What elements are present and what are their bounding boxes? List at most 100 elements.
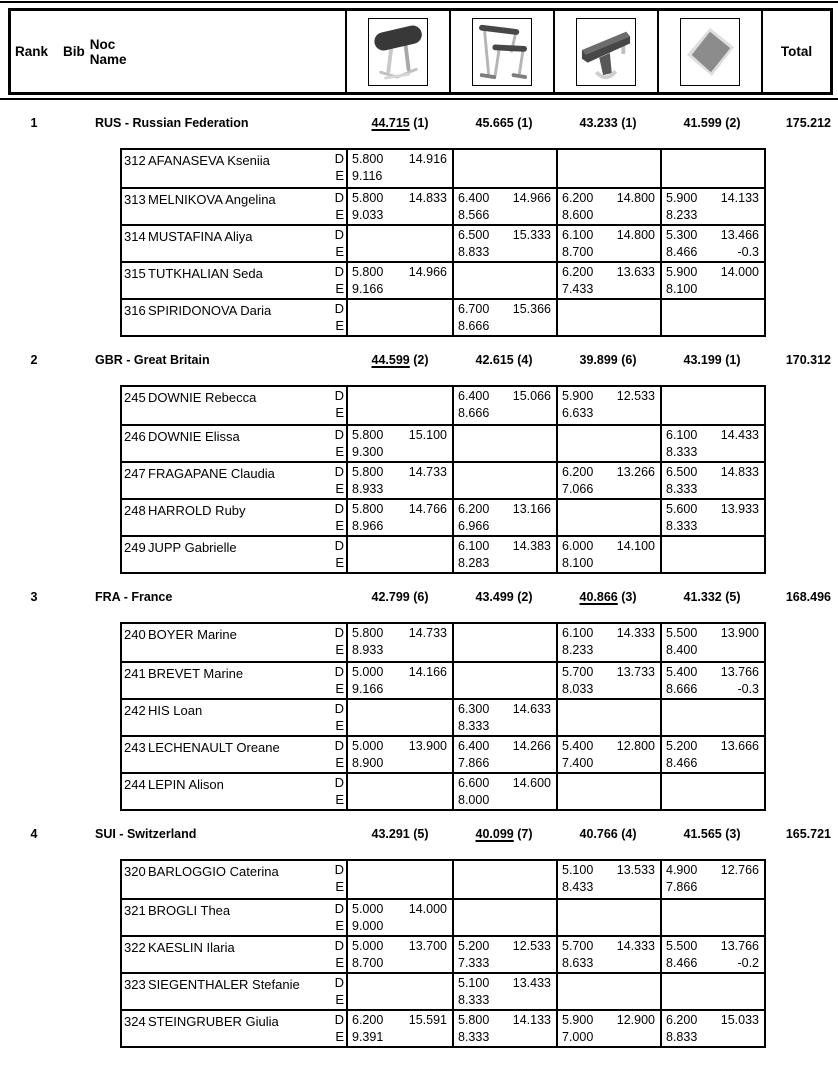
de-label-cell: D E [325, 426, 348, 461]
gymnast-name-cell: 324 STEINGRUBER Giulia [122, 1011, 325, 1046]
de-label-cell: D E [325, 189, 348, 224]
d-value: 5.000 [352, 739, 384, 753]
final-score: 15.591 [408, 1013, 447, 1027]
final-score: 15.333 [512, 228, 551, 242]
d-score-label: D [334, 501, 344, 516]
apparatus-team-rank: (3) [621, 590, 637, 604]
gymnast-name: FRAGAPANE Claudia [148, 466, 275, 481]
gymnast-name-cell: 314 MUSTAFINA Aliya [122, 226, 325, 261]
final-score: 14.966 [408, 265, 447, 279]
team-rank: 3 [30, 590, 38, 604]
floor-exercise-cell: 5.900 14.133 8.233 [660, 189, 764, 224]
vault-cell: 5.000 14.166 9.166 [348, 663, 452, 698]
e-value: 8.466 [666, 955, 698, 970]
d-value: 5.900 [666, 191, 698, 205]
balance-beam-cell: 5.100 13.533 8.433 [556, 861, 660, 898]
de-label-cell: D E [325, 937, 348, 972]
de-label-cell: D E [325, 1011, 348, 1046]
d-score-label: D [334, 775, 344, 790]
final-score: 13.733 [616, 665, 655, 679]
gymnast-bib: 312 [124, 153, 146, 168]
de-label-cell: D E [325, 624, 348, 661]
apparatus-team-score: 41.565 [683, 827, 722, 841]
bib-column-label: Bib [63, 44, 85, 59]
gymnast-name: MELNIKOVA Angelina [148, 192, 276, 207]
vault-cell: 6.200 15.591 9.391 [348, 1011, 452, 1046]
final-score: 13.900 [408, 739, 447, 753]
balance-beam-cell [556, 150, 660, 187]
gymnast-name: JUPP Gabrielle [148, 540, 237, 555]
gymnast-name-cell: 313 MELNIKOVA Angelina [122, 189, 325, 224]
gymnast-table: 240 BOYER Marine D E 5.800 14.733 8.933 6.… [120, 622, 766, 811]
d-score-label: D [334, 464, 344, 479]
balance-beam-cell [556, 300, 660, 335]
final-score: 12.766 [720, 863, 759, 877]
e-value: 8.566 [458, 207, 490, 222]
e-value: 6.633 [562, 405, 594, 420]
gymnast-table: 245 DOWNIE Rebecca D E 6.400 15.066 8.666 … [120, 385, 766, 574]
e-score-label: E [335, 791, 344, 807]
uneven-bars-cell: 6.100 14.383 8.283 [452, 537, 556, 572]
e-value: 7.400 [562, 755, 594, 770]
team-balance-beam-score: 43.233 (1) [556, 116, 660, 130]
team-uneven-bars-score: 45.665 (1) [452, 116, 556, 130]
balance-beam-column-header [553, 11, 657, 92]
team-total: 175.212 [785, 116, 831, 130]
d-value: 5.800 [352, 191, 384, 205]
d-score-label: D [334, 151, 344, 166]
d-value: 5.000 [352, 665, 384, 679]
team-balance-beam-score: 40.866 (3) [556, 590, 660, 604]
gymnast-name: BREVET Marine [148, 666, 244, 681]
d-value: 6.100 [458, 539, 490, 553]
balance-beam-cell [556, 700, 660, 735]
apparatus-team-score: 43.233 [579, 116, 618, 130]
table-header: Rank Bib Noc Name [8, 8, 833, 95]
vault-cell: 5.000 13.900 8.900 [348, 737, 452, 772]
e-value: 8.333 [458, 718, 490, 733]
gymnast-name-cell: 249 JUPP Gabrielle [122, 537, 325, 572]
team-balance-beam-score: 39.899 (6) [556, 353, 660, 367]
balance-beam-cell [556, 500, 660, 535]
d-value: 5.400 [666, 665, 698, 679]
final-score: 14.133 [512, 1013, 551, 1027]
gymnast-bib: 244 [124, 777, 146, 792]
e-value: 8.466 [666, 755, 698, 770]
team-name: GBR - Great Britain [95, 353, 210, 367]
gymnast-name-cell: 321 BROGLI Thea [122, 900, 325, 935]
team-floor-score: 41.565 (3) [660, 827, 764, 841]
floor-exercise-cell: 6.100 14.433 8.333 [660, 426, 764, 461]
uneven-bars-cell: 5.800 14.133 8.333 [452, 1011, 556, 1046]
vault-cell [348, 387, 452, 424]
gymnast-row: 315 TUTKHALIAN Seda D E 5.800 14.966 9.166… [122, 261, 764, 298]
gymnast-name: BARLOGGIO Caterina [148, 864, 279, 879]
uneven-bars-cell: 5.200 12.533 7.333 [452, 937, 556, 972]
team-uneven-bars-score: 43.499 (2) [452, 590, 556, 604]
gymnast-name: STEINGRUBER Giulia [148, 1014, 279, 1029]
final-score: 12.800 [616, 739, 655, 753]
final-score: 14.333 [616, 626, 655, 640]
uneven-bars-cell [452, 663, 556, 698]
final-score: 13.466 [720, 228, 759, 242]
de-label-cell: D E [325, 737, 348, 772]
apparatus-team-score: 42.615 [475, 353, 514, 367]
gymnast-name-cell: 246 DOWNIE Elissa [122, 426, 325, 461]
floor-exercise-cell: 5.500 13.766 8.466 -0.2 [660, 937, 764, 972]
gymnast-row: 247 FRAGAPANE Claudia D E 5.800 14.733 8.9… [122, 461, 764, 498]
e-value: 9.300 [352, 444, 384, 459]
apparatus-team-score: 40.766 [579, 827, 618, 841]
balance-beam-cell: 6.200 13.633 7.433 [556, 263, 660, 298]
gymnast-name-cell: 248 HARROLD Ruby [122, 500, 325, 535]
gymnast-name: HARROLD Ruby [148, 503, 246, 518]
e-value: 8.833 [666, 1029, 698, 1044]
final-score: 14.000 [408, 902, 447, 916]
gymnast-row: 244 LEPIN Alison D E 6.600 14.600 8.000 [122, 772, 764, 809]
team-uneven-bars-score: 40.099 (7) [452, 827, 556, 841]
uneven-bars-cell: 6.200 13.166 6.966 [452, 500, 556, 535]
d-score-label: D [334, 701, 344, 716]
balance-beam-cell [556, 974, 660, 1009]
e-value: 8.933 [352, 642, 384, 657]
final-score: 13.766 [720, 665, 759, 679]
vault-cell: 5.000 13.700 8.700 [348, 937, 452, 972]
gymnast-name-cell: 320 BARLOGGIO Caterina [122, 861, 325, 898]
floor-exercise-cell [660, 150, 764, 187]
